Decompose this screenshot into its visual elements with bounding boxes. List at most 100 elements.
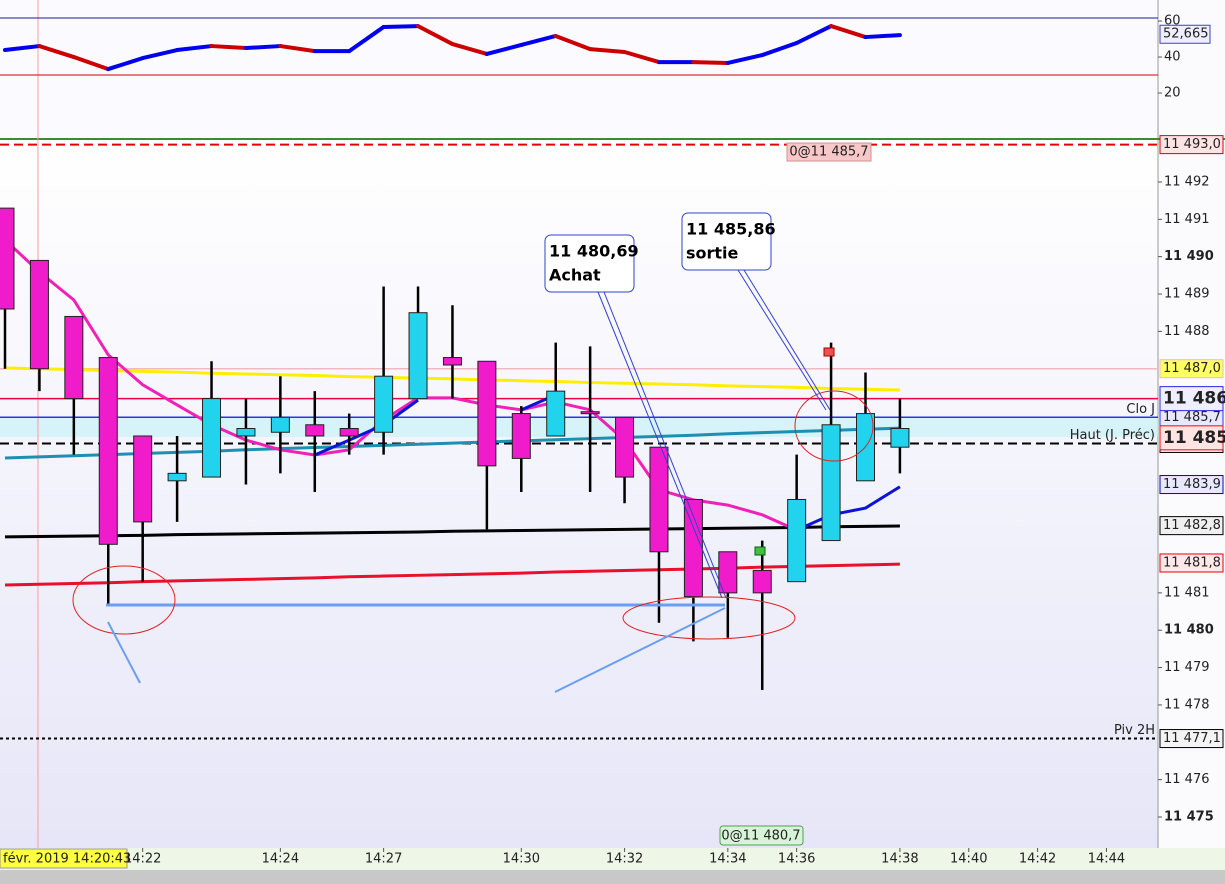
x-tick-label: 14:27 — [365, 852, 402, 867]
level-label: 11 487,0 — [1163, 361, 1221, 376]
candle-body — [615, 416, 635, 478]
x-tick-label: 14:32 — [606, 852, 643, 867]
time-axis — [0, 848, 1225, 870]
candle-body — [683, 498, 703, 598]
range-band — [0, 418, 1158, 437]
toolbar — [0, 870, 1225, 884]
oscillator-segment — [725, 53, 765, 65]
oscillator-segment — [347, 24, 386, 54]
level-label: 11 477,1 — [1163, 731, 1221, 746]
x-tick-label: 14:24 — [262, 852, 299, 867]
y-tick-label: 40 — [1164, 50, 1181, 65]
oscillator-segment — [243, 44, 283, 51]
price-chart: 11 475 11 476 11 478 11 479 11 480 11 481 11 4… — [0, 135, 1225, 824]
moving-average — [796, 485, 901, 532]
level-label: 11 482,8 — [1163, 518, 1221, 533]
oscillator-segment — [553, 33, 593, 52]
oscillator-panel — [0, 0, 1158, 138]
candle-body — [580, 411, 600, 415]
candle-body — [339, 428, 359, 437]
y-tick-label: 11 490 — [1164, 249, 1214, 264]
candle-body — [64, 315, 84, 400]
level-label: 11 485 — [1163, 428, 1225, 448]
y-tick-label: 11 488 — [1164, 324, 1210, 339]
y-tick-label: 11 491 — [1164, 212, 1210, 227]
highlight-ellipse — [622, 596, 796, 640]
x-tick-label: 14:42 — [1019, 852, 1056, 867]
oscillator-segment — [71, 55, 111, 72]
y-tick-label: 20 — [1164, 86, 1181, 101]
oscillator-segment — [416, 24, 455, 47]
oscillator-segment — [278, 44, 317, 54]
candle-body — [167, 472, 187, 482]
candle-body — [202, 398, 222, 478]
candle-body — [649, 446, 669, 553]
highlight-ellipse — [72, 565, 176, 635]
level-box — [1159, 359, 1224, 379]
x-tick-label: 14:38 — [881, 852, 918, 867]
level-box — [1159, 553, 1224, 573]
callout-pointer — [737, 269, 827, 411]
moving-average — [4, 562, 900, 587]
candle-body — [133, 435, 153, 523]
oscillator-segment — [691, 60, 730, 65]
level-label: 11 485,7 — [1163, 410, 1221, 425]
oscillator-segment — [381, 24, 421, 29]
arrow — [107, 621, 141, 684]
level-label: 11 483,9 — [1163, 477, 1221, 492]
callout-text: 11 485,86 — [686, 220, 776, 239]
level-name: Clo J — [1126, 402, 1155, 417]
order-tag — [719, 825, 804, 846]
oscillator-segment — [450, 42, 489, 56]
candle-body — [236, 428, 256, 437]
callout-box — [681, 212, 772, 271]
candle-body — [890, 428, 910, 448]
level-label: 11 486 — [1163, 389, 1225, 409]
y-tick-label: 11 475 — [1164, 809, 1214, 824]
oscillator-segment — [140, 48, 180, 61]
x-tick-label: 14:34 — [709, 852, 746, 867]
candle-body — [29, 259, 49, 370]
x-tick-label: 14:44 — [1088, 852, 1125, 867]
oscillator-segment — [106, 56, 145, 72]
candle-body — [408, 312, 428, 400]
order-marker — [823, 347, 835, 357]
candle-body — [442, 357, 462, 366]
level-box — [1159, 516, 1224, 536]
callout-text: Achat — [549, 266, 601, 285]
moving-average — [314, 398, 419, 457]
callout-text: sortie — [686, 244, 739, 263]
level-name: Haut (J. Préc) — [1070, 428, 1155, 443]
oscillator-segment — [829, 24, 868, 40]
y-tick-label: 11 480 — [1164, 623, 1214, 638]
candle-body — [374, 375, 394, 433]
oscillator-segment — [37, 44, 76, 60]
annotations: 11 480,69 Achat 11 485,86 sortie 0@11 48… — [72, 142, 874, 846]
level-box — [1159, 425, 1224, 451]
candle-body — [787, 498, 807, 583]
oscillator-segment — [3, 44, 42, 53]
date-box — [0, 848, 128, 869]
order-tag-text: 0@11 485,7 — [789, 145, 868, 160]
callout-pointer — [597, 291, 723, 599]
highlight-ellipse — [794, 390, 874, 462]
oscillator-segment — [175, 44, 214, 53]
candle-body — [718, 551, 738, 594]
level-label: 11 481,8 — [1163, 555, 1221, 570]
x-tick-label: 14:40 — [950, 852, 987, 867]
level-label: 11 493,0 — [1163, 137, 1221, 152]
moving-average — [4, 524, 900, 539]
moving-average — [4, 426, 900, 460]
candle-body — [752, 569, 772, 594]
candle-body — [270, 416, 290, 433]
y-tick-label: 11 481 — [1164, 585, 1210, 600]
oscillator-segment — [622, 49, 661, 65]
candle-body — [477, 360, 497, 467]
oscillator-segment — [588, 47, 627, 54]
callout-text: 11 480,69 — [549, 242, 639, 261]
y-tick-label: 11 479 — [1164, 660, 1210, 675]
candle-body — [305, 424, 325, 437]
x-tick-label: 14:22 — [124, 852, 161, 867]
oscillator-segment — [794, 24, 834, 46]
